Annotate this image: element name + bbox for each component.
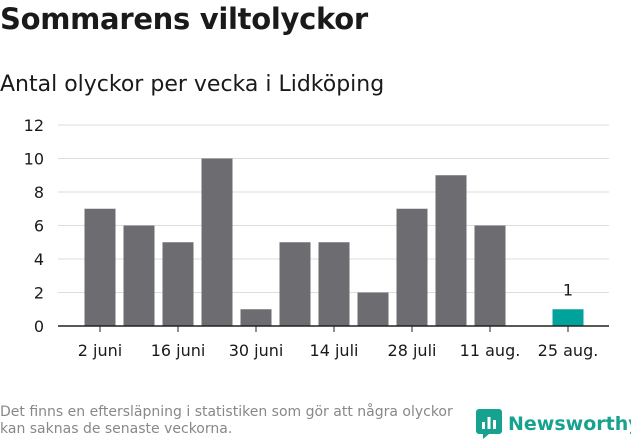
bar <box>435 175 467 326</box>
x-tick-label: 25 aug. <box>538 341 599 360</box>
bar <box>201 158 233 326</box>
x-tick-label: 11 aug. <box>460 341 521 360</box>
bar-chart: 0 2 4 6 8 10 12 2 juni 16 juni 30 juni 14 juli 28 j… <box>24 116 609 360</box>
bar <box>162 242 194 326</box>
newsworthy-logo-icon <box>476 409 502 439</box>
y-tick-label: 10 <box>24 150 44 169</box>
footnote: Det finns en eftersläpning i statistiken… <box>0 404 453 437</box>
x-tick-label: 14 juli <box>310 341 359 360</box>
bar <box>240 309 272 326</box>
bar <box>84 208 116 326</box>
bar <box>123 225 155 326</box>
bar <box>318 242 350 326</box>
x-tick-label: 16 juni <box>151 341 206 360</box>
x-tick-label: 2 juni <box>78 341 122 360</box>
data-label: 1 <box>563 280 573 299</box>
highlighted-bar <box>552 309 584 326</box>
y-tick-label: 8 <box>34 183 44 202</box>
bar <box>474 225 506 326</box>
x-tick-label: 30 juni <box>229 341 284 360</box>
bar <box>396 208 428 326</box>
brand-logo[interactable]: Newsworthy <box>476 409 631 439</box>
y-tick-label: 0 <box>34 317 44 336</box>
brand-name: Newsworthy <box>508 413 631 435</box>
y-tick-label: 12 <box>24 116 44 135</box>
bar <box>357 292 389 326</box>
y-tick-label: 6 <box>34 217 44 236</box>
chart-subtitle: Antal olyckor per vecka i Lidköping <box>0 72 385 97</box>
x-tick-label: 28 juli <box>388 341 437 360</box>
chart-title: Sommarens viltolyckor <box>0 2 368 36</box>
y-tick-label: 4 <box>34 250 44 269</box>
bar <box>279 242 311 326</box>
y-tick-label: 2 <box>34 284 44 303</box>
